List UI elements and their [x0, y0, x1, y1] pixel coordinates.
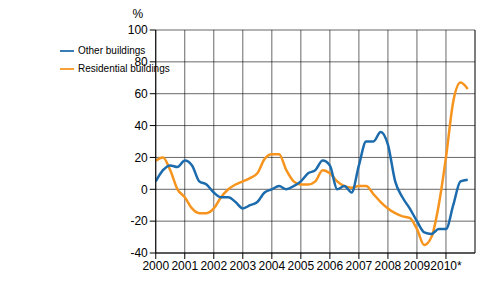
svg-text:%: %: [132, 7, 143, 21]
svg-text:20: 20: [134, 151, 148, 165]
svg-text:2009: 2009: [404, 259, 431, 273]
svg-text:60: 60: [134, 87, 148, 101]
svg-text:100: 100: [128, 23, 148, 37]
svg-text:2008: 2008: [375, 259, 402, 273]
svg-text:2003: 2003: [229, 259, 256, 273]
svg-text:2005: 2005: [288, 259, 315, 273]
svg-text:2002: 2002: [200, 259, 227, 273]
svg-text:2004: 2004: [258, 259, 285, 273]
svg-text:2007: 2007: [346, 259, 373, 273]
svg-text:-40: -40: [130, 246, 148, 260]
svg-text:0: 0: [141, 183, 148, 197]
svg-text:2001: 2001: [171, 259, 198, 273]
svg-text:2000: 2000: [142, 259, 169, 273]
svg-text:-20: -20: [130, 214, 148, 228]
svg-text:80: 80: [134, 55, 148, 69]
svg-text:2010*: 2010*: [430, 259, 462, 273]
svg-text:2006: 2006: [317, 259, 344, 273]
svg-text:40: 40: [134, 119, 148, 133]
